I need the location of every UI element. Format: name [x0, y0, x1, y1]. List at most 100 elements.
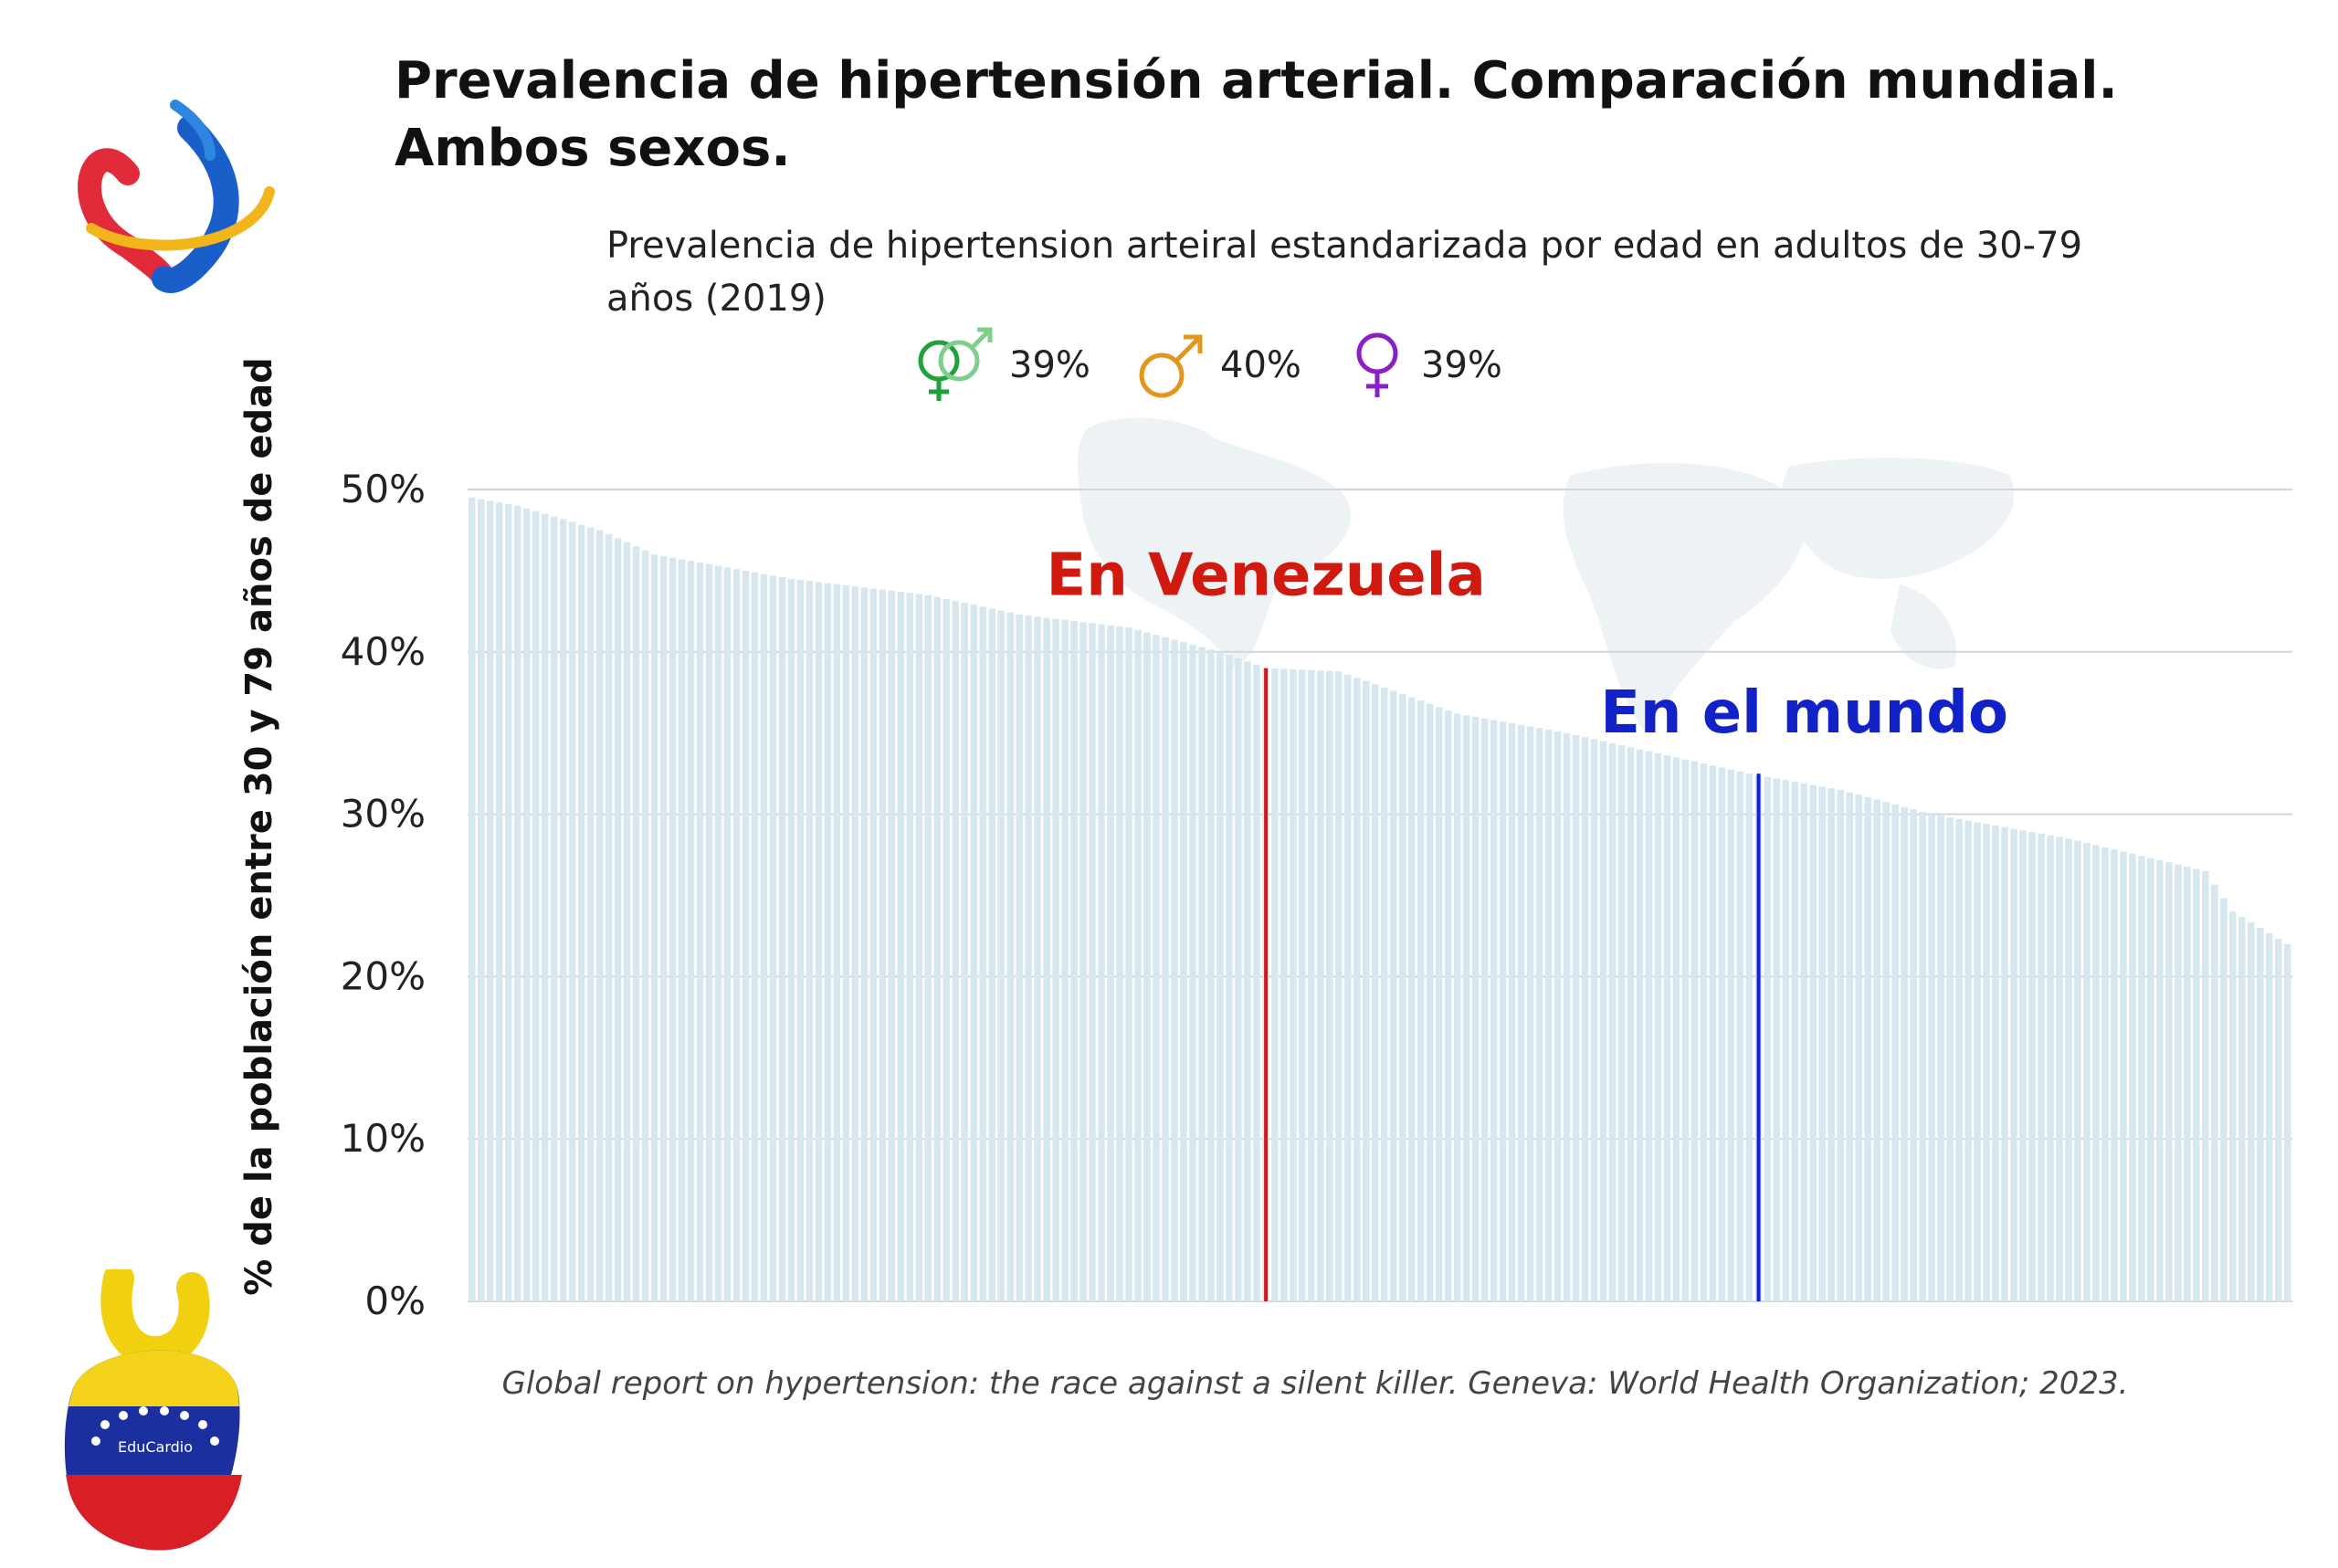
country-bar [787, 578, 795, 1301]
country-bar [806, 581, 814, 1301]
country-bar [2257, 928, 2264, 1301]
y-tick-label: 10% [341, 1116, 426, 1161]
country-bar [2019, 830, 2027, 1301]
country-bar [842, 584, 850, 1301]
country-bar [1882, 802, 1890, 1301]
country-bar [2175, 864, 2182, 1301]
country-bar [1553, 731, 1562, 1301]
country-bar [1180, 642, 1187, 1301]
country-bar [742, 570, 750, 1301]
country-bar [1034, 616, 1041, 1301]
male-value: 40% [1220, 344, 1301, 386]
source-citation: Global report on hypertension: the race … [501, 1365, 2129, 1402]
country-bar [924, 595, 932, 1301]
country-bar [815, 582, 823, 1301]
country-bar [1517, 724, 1525, 1301]
country-bar [824, 583, 832, 1301]
country-bar [1709, 765, 1717, 1301]
country-bar [1372, 684, 1379, 1301]
country-bar [796, 579, 805, 1301]
country-bar [2284, 943, 2291, 1301]
country-bar [970, 605, 977, 1301]
country-bar [1499, 721, 1507, 1301]
y-tick-label: 40% [341, 629, 426, 674]
country-bar [659, 555, 668, 1301]
country-bar [1244, 661, 1251, 1301]
chart-subtitle: Prevalencia de hipertension arteiral est… [606, 225, 2083, 320]
country-bar [669, 557, 677, 1301]
country-bar [1873, 799, 1880, 1301]
country-bar [1098, 624, 1105, 1301]
y-tick-labels: 0% 10% 20% 30% 40% 50% [341, 467, 426, 1323]
country-bar [1544, 730, 1553, 1301]
country-bar [1490, 720, 1498, 1301]
country-bar [577, 524, 585, 1301]
country-bar [595, 530, 604, 1301]
country-bar [1353, 678, 1361, 1301]
country-bar [522, 508, 531, 1301]
country-bar [1226, 655, 1233, 1301]
title-line-2: Ambos sexos. [395, 119, 791, 178]
country-bar [1791, 782, 1799, 1301]
country-bar [1690, 761, 1699, 1301]
country-bar [541, 513, 549, 1301]
country-bar [2083, 843, 2091, 1301]
country-bar [1837, 789, 1844, 1301]
country-bar [952, 600, 959, 1301]
country-bar [2028, 832, 2036, 1301]
country-bar [732, 569, 741, 1301]
y-tick-label: 0% [364, 1279, 426, 1323]
gridlines [468, 489, 2292, 1302]
country-bar [1198, 647, 1206, 1301]
country-bar [1335, 671, 1343, 1301]
country-bar [1855, 795, 1862, 1301]
country-bar [1864, 796, 1871, 1301]
country-bar [906, 593, 914, 1301]
country-bar [2248, 922, 2255, 1301]
country-bar [851, 586, 859, 1301]
country-bar [1508, 723, 1516, 1301]
country-bar [486, 500, 494, 1301]
country-bar [933, 596, 941, 1301]
country-bar [1407, 697, 1416, 1301]
country-bar [2211, 884, 2218, 1301]
female-value: 39% [1421, 344, 1502, 386]
country-bar [1480, 718, 1489, 1301]
country-bar [1654, 752, 1662, 1301]
page-title: Prevalencia de hipertensión arterial. Co… [395, 47, 2221, 183]
cardio-logo [78, 100, 275, 293]
country-bar [1599, 741, 1607, 1301]
country-bar [632, 546, 640, 1301]
country-bar [1928, 814, 1935, 1301]
country-bar [1344, 674, 1352, 1301]
country-bar [1280, 668, 1288, 1301]
country-bar [614, 538, 622, 1301]
country-bar [495, 502, 503, 1301]
country-bar [1563, 732, 1571, 1301]
country-bar [1308, 669, 1315, 1301]
country-bar [1216, 651, 1224, 1301]
country-bar [2038, 833, 2045, 1301]
country-bar [1025, 616, 1032, 1301]
country-bar [1992, 826, 1999, 1301]
country-bar [1627, 747, 1635, 1301]
country-bar [1162, 637, 1169, 1301]
country-bar [778, 577, 786, 1301]
country-bar [1645, 751, 1653, 1301]
country-bar [1955, 818, 1963, 1301]
country-bar [979, 606, 986, 1301]
country-bar [2074, 840, 2081, 1301]
country-bar [1681, 759, 1690, 1301]
country-bar [1171, 639, 1178, 1301]
country-bar [1581, 737, 1589, 1301]
country-bar [760, 574, 768, 1301]
country-bar [586, 527, 595, 1301]
y-tick-label: 20% [341, 953, 426, 998]
country-bar [1946, 817, 1954, 1301]
country-bar [833, 584, 841, 1301]
country-bar [1006, 612, 1014, 1301]
country-bar [2220, 898, 2227, 1301]
country-bar [2138, 856, 2145, 1301]
country-bar [1134, 629, 1142, 1301]
country-bar [568, 521, 576, 1301]
